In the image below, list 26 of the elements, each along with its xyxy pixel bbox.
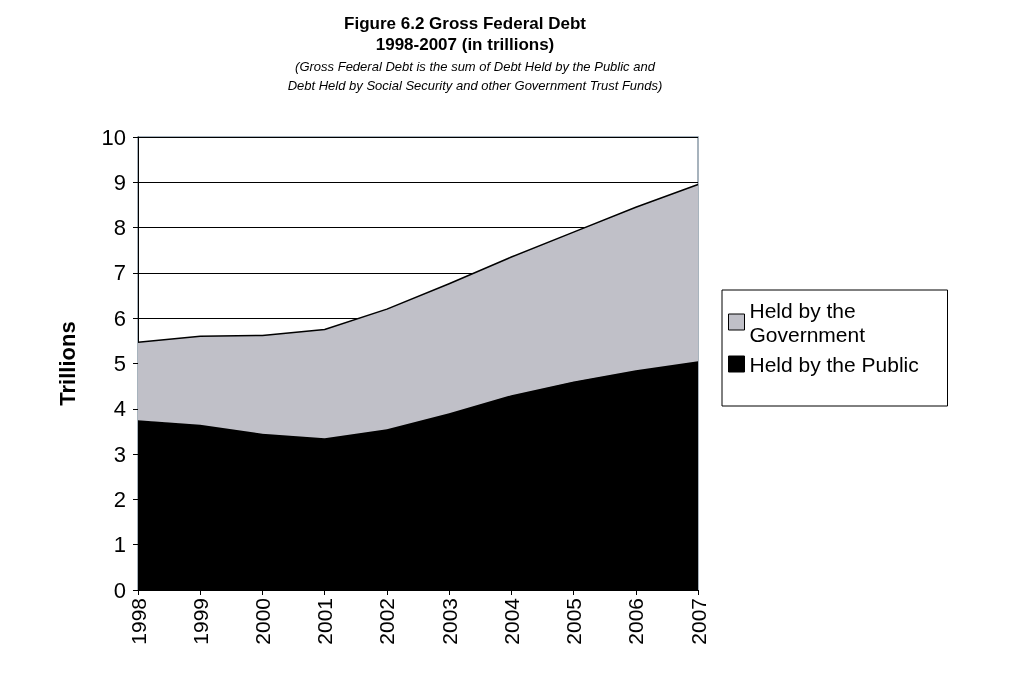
y-axis-title: Trillions — [54, 321, 80, 406]
y-tick-label: 5 — [113, 351, 126, 376]
chart-title: Figure 6.2 Gross Federal Debt 1998-2007 (in trillions) — [344, 14, 587, 54]
x-tick-label: 2003 — [437, 598, 461, 645]
x-tick-label: 2001 — [313, 598, 337, 645]
y-tick-label: 4 — [113, 396, 126, 422]
x-tick-label: 2000 — [250, 598, 274, 645]
y-tick-label: 7 — [113, 260, 126, 286]
x-tick-label: 1998 — [126, 598, 150, 645]
y-tick-label: 9 — [113, 169, 126, 195]
x-tick-label: 2002 — [375, 598, 399, 645]
x-tick-label: 2007 — [686, 598, 710, 645]
y-tick-label: 0 — [113, 577, 126, 603]
x-tick-label: 2006 — [624, 598, 648, 645]
x-tick-label: 2004 — [499, 597, 523, 645]
y-tick-label: 3 — [113, 441, 126, 467]
legend-label: Held by the Government — [749, 298, 866, 346]
x-tick-label: 2005 — [562, 598, 586, 645]
y-tick-label: 6 — [113, 305, 126, 331]
chart-subtitle: (Gross Federal Debt is the sum of Debt Held by the Public and Debt Held by Social Security and other Government Trust Funds) — [287, 59, 663, 93]
y-tick-label: 8 — [113, 215, 126, 241]
y-tick-label: 1 — [113, 532, 126, 558]
y-tick-label: 10 — [101, 124, 126, 150]
x-tick-label: 1999 — [188, 598, 212, 645]
y-tick-label: 2 — [113, 486, 126, 512]
legend-label: Held by the Public — [749, 352, 919, 376]
